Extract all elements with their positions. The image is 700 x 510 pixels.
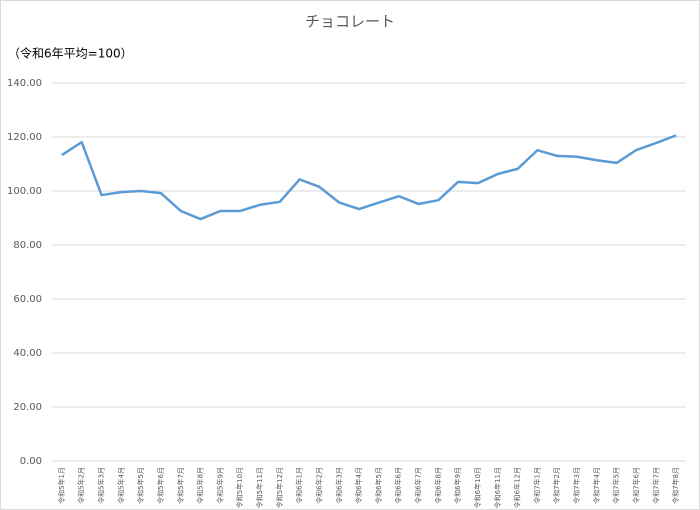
x-tick-label: 令和5年6月 — [156, 467, 165, 504]
x-tick-label: 令和5年8月 — [196, 467, 205, 504]
x-tick-label: 令和7年8月 — [671, 467, 680, 504]
x-tick-label: 令和6年5月 — [374, 467, 383, 504]
x-tick-label: 令和6年1月 — [295, 467, 304, 504]
x-tick-label: 令和5年7月 — [176, 467, 185, 504]
y-tick-label: 40.00 — [13, 348, 42, 359]
x-tick-label: 令和6年10月 — [473, 467, 482, 508]
chart-subtitle: （令和6年平均=100） — [8, 46, 133, 61]
x-tick-label: 令和7年2月 — [552, 467, 561, 504]
y-tick-label: 140.00 — [7, 78, 42, 89]
y-tick-label: 80.00 — [13, 240, 42, 251]
y-tick-label: 100.00 — [7, 186, 42, 197]
x-tick-label: 令和5年2月 — [77, 467, 86, 504]
x-tick-label: 令和6年8月 — [433, 467, 442, 504]
chart-title: チョコレート — [305, 13, 395, 31]
x-tick-label: 令和7年6月 — [631, 467, 640, 504]
data-line — [61, 134, 677, 221]
y-tick-label: 0.00 — [20, 456, 42, 467]
x-tick-label: 令和6年3月 — [334, 467, 343, 504]
x-tick-label: 令和7年3月 — [572, 467, 581, 504]
x-tick-label: 令和5年5月 — [136, 467, 145, 504]
x-tick-label: 令和6年6月 — [394, 467, 403, 504]
x-tick-label: 令和7年4月 — [592, 467, 601, 504]
y-tick-label: 20.00 — [13, 402, 42, 413]
x-tick-label: 令和6年11月 — [493, 467, 502, 508]
x-tick-label: 令和5年4月 — [116, 467, 125, 504]
x-tick-label: 令和5年12月 — [275, 467, 284, 508]
x-tick-label: 令和5年11月 — [255, 467, 264, 508]
x-tick-label: 令和6年4月 — [354, 467, 363, 504]
x-tick-label: 令和7年7月 — [651, 467, 660, 504]
x-tick-label: 令和5年10月 — [235, 467, 244, 508]
x-tick-label: 令和6年12月 — [513, 467, 522, 508]
x-tick-label: 令和5年1月 — [57, 467, 66, 504]
y-tick-label: 60.00 — [13, 294, 42, 305]
x-tick-label: 令和6年2月 — [314, 467, 323, 504]
x-tick-label: 令和7年1月 — [532, 467, 541, 504]
x-tick-label: 令和6年7月 — [414, 467, 423, 504]
x-tick-label: 令和7年5月 — [612, 467, 621, 504]
x-tick-label: 令和6年9月 — [453, 467, 462, 504]
x-tick-label: 令和5年9月 — [215, 467, 224, 504]
y-tick-label: 120.00 — [7, 132, 42, 143]
x-tick-label: 令和5年3月 — [97, 467, 106, 504]
